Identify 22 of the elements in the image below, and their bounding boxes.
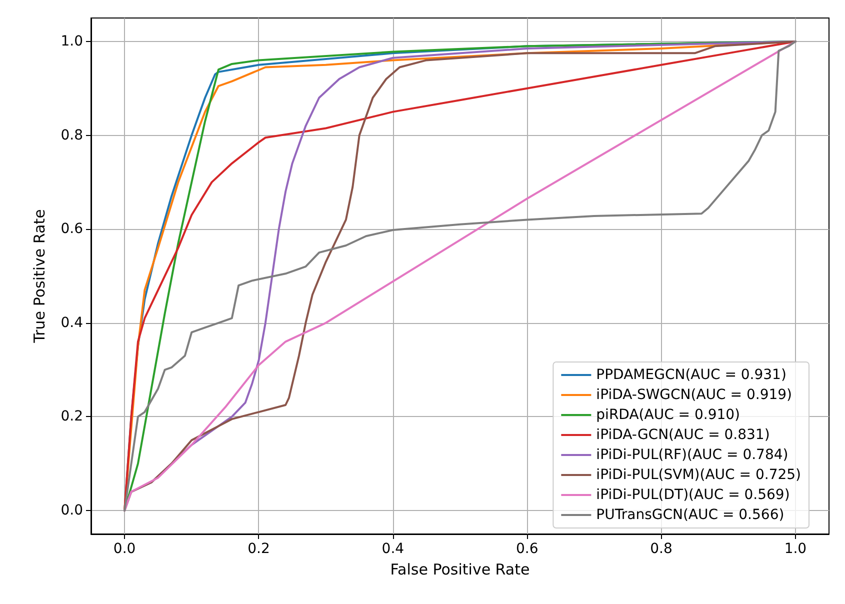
legend-label: PPDAMEGCN(AUC = 0.931): [596, 367, 786, 383]
y-axis-title: True Positive Rate: [30, 209, 48, 344]
y-tick-label: 0.4: [60, 314, 84, 331]
legend-label: iPiDA-SWGCN(AUC = 0.919): [596, 387, 792, 403]
x-axis-title: False Positive Rate: [390, 560, 530, 578]
x-tick-label: 0.6: [516, 541, 538, 557]
x-tick-label: 0.8: [650, 541, 672, 557]
legend-label: iPiDi-PUL(DT)(AUC = 0.569): [596, 487, 790, 503]
legend-label: iPiDA-GCN(AUC = 0.831): [596, 427, 770, 443]
x-tick-label: 0.0: [113, 541, 136, 557]
x-tick-label: 0.4: [382, 541, 404, 557]
y-tick-label: 1.0: [60, 33, 83, 50]
x-tick-label: 1.0: [784, 541, 807, 557]
x-tick-label: 0.2: [248, 541, 270, 557]
y-tick-label: 0.0: [60, 502, 83, 519]
y-tick-label: 0.8: [60, 127, 83, 144]
legend-label: piRDA(AUC = 0.910): [596, 407, 740, 423]
legend-label: iPiDi-PUL(SVM)(AUC = 0.725): [596, 467, 802, 483]
y-tick-label: 0.2: [60, 408, 83, 425]
legend-label: iPiDi-PUL(RF)(AUC = 0.784): [596, 447, 788, 463]
y-tick-label: 0.6: [60, 221, 84, 238]
legend-label: PUTransGCN(AUC = 0.566): [596, 507, 784, 523]
